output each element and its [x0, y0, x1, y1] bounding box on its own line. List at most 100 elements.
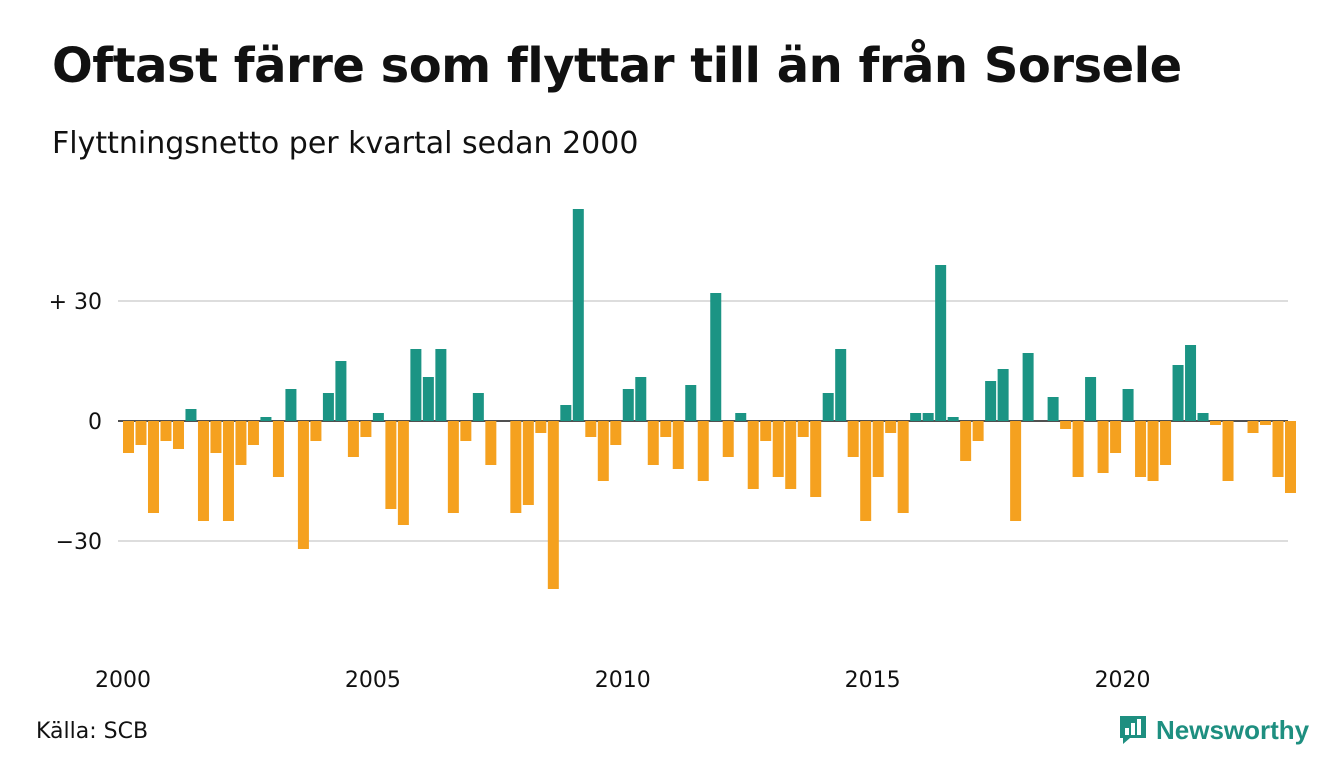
bar — [1247, 421, 1259, 433]
bar — [310, 421, 322, 441]
bar — [535, 421, 547, 433]
bar — [660, 421, 672, 437]
bar — [860, 421, 872, 521]
bar — [1197, 413, 1209, 421]
bar — [197, 421, 209, 521]
bar — [1172, 365, 1184, 421]
bar — [222, 421, 234, 521]
y-axis-labels: + 30 0 −30 — [49, 290, 102, 555]
bar — [747, 421, 759, 489]
bar — [997, 369, 1009, 421]
bar — [460, 421, 472, 441]
bar — [260, 417, 272, 421]
y-tick-label: 0 — [88, 410, 102, 435]
bar — [647, 421, 659, 465]
bar — [672, 421, 684, 469]
bar — [947, 417, 959, 421]
bar — [360, 421, 372, 437]
bar — [1160, 421, 1172, 465]
bar — [172, 421, 184, 449]
bar — [1097, 421, 1109, 473]
bar — [1210, 421, 1222, 425]
bar — [585, 421, 597, 437]
bar — [1010, 421, 1022, 521]
bar — [285, 389, 297, 421]
newsworthy-logo: Newsworthy — [1118, 714, 1309, 746]
brand-name: Newsworthy — [1156, 714, 1310, 745]
bar — [1122, 389, 1134, 421]
x-tick-label: 2000 — [95, 668, 151, 693]
bar — [760, 421, 772, 441]
bar — [1147, 421, 1159, 481]
bar — [272, 421, 284, 477]
bar-chart: + 30 0 −30 2000 2005 2010 2015 2020 — [49, 209, 1296, 693]
bar — [385, 421, 397, 509]
bar — [960, 421, 972, 461]
bar — [235, 421, 247, 465]
bar — [985, 381, 997, 421]
y-tick-label: + 30 — [49, 290, 102, 315]
bar — [910, 413, 922, 421]
bar — [447, 421, 459, 513]
bar — [885, 421, 897, 433]
bar — [210, 421, 222, 453]
x-tick-label: 2020 — [1095, 668, 1151, 693]
bar — [935, 265, 947, 421]
bar — [1260, 421, 1272, 425]
bar — [297, 421, 309, 549]
bar — [322, 393, 334, 421]
bar — [397, 421, 409, 525]
bar — [635, 377, 647, 421]
bar — [572, 209, 584, 421]
chart-subtitle: Flyttningsnetto per kvartal sedan 2000 — [52, 126, 639, 161]
y-tick-label: −30 — [56, 530, 102, 555]
bar — [372, 413, 384, 421]
bar — [410, 349, 422, 421]
bar — [797, 421, 809, 437]
bar — [510, 421, 522, 513]
bar — [810, 421, 822, 497]
bars — [123, 209, 1296, 589]
bar — [1085, 377, 1097, 421]
x-tick-label: 2010 — [595, 668, 651, 693]
bar — [597, 421, 609, 481]
bar — [822, 393, 834, 421]
x-tick-label: 2015 — [845, 668, 901, 693]
bar — [1285, 421, 1296, 493]
bar — [847, 421, 859, 457]
bar — [622, 389, 634, 421]
bar — [1110, 421, 1122, 453]
bar — [160, 421, 172, 441]
bar — [1185, 345, 1197, 421]
bar — [722, 421, 734, 457]
newsworthy-logo-icon — [1120, 716, 1146, 744]
bar — [1047, 397, 1059, 421]
bar — [335, 361, 347, 421]
bar — [685, 385, 697, 421]
bar — [422, 377, 434, 421]
bar — [522, 421, 534, 505]
bar — [147, 421, 159, 513]
x-tick-label: 2005 — [345, 668, 401, 693]
bar — [247, 421, 259, 445]
bar — [772, 421, 784, 477]
bar — [347, 421, 359, 457]
bar — [1222, 421, 1234, 481]
chart-title: Oftast färre som flyttar till än från So… — [52, 38, 1182, 94]
bar — [472, 393, 484, 421]
bar — [560, 405, 572, 421]
bar — [972, 421, 984, 441]
bar — [135, 421, 147, 445]
bar — [897, 421, 909, 513]
bar — [735, 413, 747, 421]
bar — [710, 293, 722, 421]
source-note: Källa: SCB — [36, 719, 149, 744]
bar — [485, 421, 497, 465]
bar — [835, 349, 847, 421]
bar — [610, 421, 622, 445]
bar — [1072, 421, 1084, 477]
bar — [123, 421, 134, 453]
bar — [1272, 421, 1284, 477]
bar — [435, 349, 447, 421]
bar — [185, 409, 197, 421]
